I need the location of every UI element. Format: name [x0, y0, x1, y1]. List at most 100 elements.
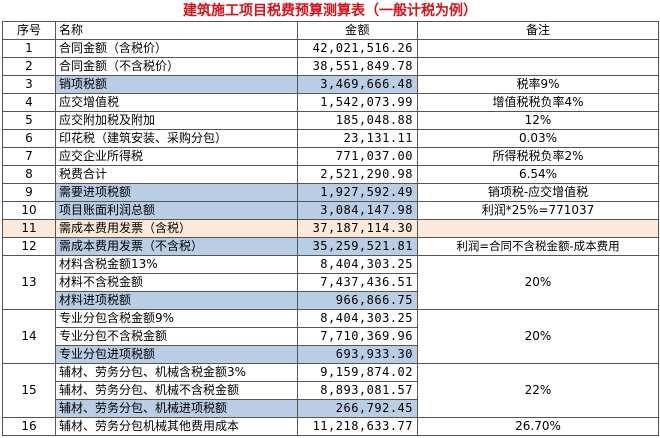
- row-no[interactable]: 2: [2, 57, 56, 76]
- table-row: 4 应交增值税 1,542,073.99 增值税税负率4%: [2, 93, 659, 112]
- row-note[interactable]: 0.03%: [417, 129, 659, 148]
- row-name[interactable]: 应交企业所得税: [55, 147, 298, 166]
- row-amount[interactable]: 23,131.11: [297, 129, 418, 148]
- row-amount[interactable]: 266,792.45: [297, 399, 418, 418]
- table-row: 7 应交企业所得税 771,037.00 所得税税负率2%: [2, 147, 659, 166]
- row-name[interactable]: 专业分包进项税额: [55, 345, 298, 364]
- row-note[interactable]: 税率9%: [417, 75, 659, 94]
- row-name[interactable]: 专业分包含税金额9%: [55, 309, 298, 328]
- group-no[interactable]: 13: [2, 255, 56, 310]
- header-row: 序号 名称 金额 备注: [2, 21, 659, 40]
- row-amount[interactable]: 185,048.88: [297, 111, 418, 130]
- row-name[interactable]: 应交附加税及附加: [55, 111, 298, 130]
- row-no[interactable]: 4: [2, 93, 56, 112]
- row-name[interactable]: 材料不含税金额: [55, 273, 298, 292]
- row-amount[interactable]: 42,021,516.26: [297, 39, 418, 58]
- row-amount[interactable]: 1,927,592.49: [297, 183, 418, 202]
- row-name[interactable]: 专业分包不含税金额: [55, 327, 298, 346]
- row-note[interactable]: 增值税税负率4%: [417, 93, 659, 112]
- row-name[interactable]: 项目账面利润总额: [55, 201, 298, 220]
- row-amount[interactable]: 8,404,303.25: [297, 309, 418, 328]
- row-name[interactable]: 销项税额: [55, 75, 298, 94]
- row-name[interactable]: 应交增值税: [55, 93, 298, 112]
- row-amount[interactable]: 11,218,633.77: [297, 417, 418, 436]
- table-row: 专业分包进项税额 693,933.30: [3, 345, 659, 364]
- row-amount[interactable]: 7,710,369.96: [297, 327, 418, 346]
- row-name[interactable]: 印花税（建筑安装、采购分包）: [55, 129, 298, 148]
- row-amount[interactable]: 7,437,436.51: [297, 273, 418, 292]
- row-no[interactable]: 3: [2, 75, 56, 94]
- row-name[interactable]: 合同金额（含税价）: [55, 39, 298, 58]
- row-name[interactable]: 合同金额（不含税价）: [55, 57, 298, 76]
- row-note[interactable]: 销项税-应交增值税: [417, 183, 659, 202]
- row-name[interactable]: 材料进项税额: [55, 291, 298, 310]
- table-row: 辅材、劳务分包、机械进项税额 266,792.45: [3, 399, 659, 418]
- row-name[interactable]: 辅材、劳务分包、机械进项税额: [55, 399, 298, 418]
- row-note[interactable]: 26.70%: [417, 417, 659, 436]
- row-name[interactable]: 税费合计: [55, 165, 298, 184]
- tax-budget-table: 序号 名称 金额 备注 1 合同金额（含税价） 42,021,516.26 2 …: [2, 21, 659, 436]
- row-no[interactable]: 11: [2, 219, 56, 238]
- row-amount[interactable]: 9,159,874.02: [297, 363, 418, 382]
- row-note[interactable]: 所得税税负率2%: [417, 147, 659, 166]
- row-name[interactable]: 材料含税金额13%: [55, 255, 298, 274]
- row-name[interactable]: 需成本费用发票（含税）: [55, 219, 298, 238]
- row-no[interactable]: 16: [2, 417, 56, 436]
- row-name[interactable]: 需要进项税额: [55, 183, 298, 202]
- row-note[interactable]: 12%: [417, 111, 659, 130]
- row-name[interactable]: 辅材、劳务分包、机械含税金额3%: [55, 363, 298, 382]
- row-amount[interactable]: 37,187,114.30: [297, 219, 418, 238]
- table-row: 6 印花税（建筑安装、采购分包） 23,131.11 0.03%: [2, 129, 659, 148]
- table-row: 9 需要进项税额 1,927,592.49 销项税-应交增值税: [2, 183, 659, 202]
- row-note[interactable]: [417, 39, 659, 58]
- row-name[interactable]: 辅材、劳务分包机械其他费用成本: [55, 417, 298, 436]
- table-row: 8 税费合计 2,521,290.98 6.54%: [2, 165, 659, 184]
- row-amount[interactable]: 8,893,081.57: [297, 381, 418, 400]
- row-amount[interactable]: 966,866.75: [297, 291, 418, 310]
- row-no[interactable]: 10: [2, 201, 56, 220]
- table-title: 建筑施工项目税费预算测算表（一般计税为例）: [183, 3, 477, 19]
- row-no[interactable]: 5: [2, 111, 56, 130]
- table-row: 14 专业分包含税金额9% 8,404,303.25 20%: [2, 309, 659, 364]
- row-amount[interactable]: 8,404,303.25: [297, 255, 418, 274]
- table-row: 12 需成本费用发票（不含税） 35,259,521.81 利润=合同不含税金额…: [2, 237, 659, 256]
- group-no[interactable]: 14: [2, 309, 56, 364]
- row-amount[interactable]: 3,084,147.98: [297, 201, 418, 220]
- row-no[interactable]: 6: [2, 129, 56, 148]
- row-note[interactable]: 6.54%: [417, 165, 659, 184]
- row-amount[interactable]: 38,551,849.78: [297, 57, 418, 76]
- group-note[interactable]: 20%: [417, 255, 659, 310]
- group-note[interactable]: 20%: [417, 309, 659, 364]
- table-row: 10 项目账面利润总额 3,084,147.98 利润*25%=771037: [2, 201, 659, 220]
- group-no[interactable]: 15: [2, 363, 56, 418]
- table-row: 5 应交附加税及附加 185,048.88 12%: [2, 111, 659, 130]
- header-name[interactable]: 名称: [55, 21, 298, 40]
- header-amount[interactable]: 金额: [297, 21, 418, 40]
- row-name[interactable]: 需成本费用发票（不含税）: [55, 237, 298, 256]
- table-row: 3 销项税额 3,469,666.48 税率9%: [2, 75, 659, 94]
- row-amount[interactable]: 3,469,666.48: [297, 75, 418, 94]
- row-amount[interactable]: 2,521,290.98: [297, 165, 418, 184]
- row-no[interactable]: 9: [2, 183, 56, 202]
- table-row: 材料进项税额 966,866.75: [3, 291, 659, 310]
- table-row: 2 合同金额（不含税价） 38,551,849.78: [2, 57, 659, 76]
- row-amount[interactable]: 771,037.00: [297, 147, 418, 166]
- row-note[interactable]: [417, 57, 659, 76]
- row-note[interactable]: [417, 219, 659, 238]
- row-amount[interactable]: 1,542,073.99: [297, 93, 418, 112]
- row-name[interactable]: 辅材、劳务分包、机械不含税金额: [55, 381, 298, 400]
- row-no[interactable]: 8: [2, 165, 56, 184]
- row-amount[interactable]: 693,933.30: [297, 345, 418, 364]
- group-note[interactable]: 22%: [417, 363, 659, 418]
- row-no[interactable]: 7: [2, 147, 56, 166]
- header-no[interactable]: 序号: [2, 21, 56, 40]
- row-note[interactable]: 利润=合同不含税金额-成本费用: [417, 237, 659, 256]
- table-row: 15 辅材、劳务分包、机械含税金额3% 9,159,874.02 22%: [2, 363, 659, 418]
- header-note[interactable]: 备注: [417, 21, 659, 40]
- row-no[interactable]: 1: [2, 39, 56, 58]
- row-note[interactable]: 利润*25%=771037: [417, 201, 659, 220]
- row-no[interactable]: 12: [2, 237, 56, 256]
- table-row: 13 材料含税金额13% 8,404,303.25 20%: [2, 255, 659, 310]
- table-row: 11 需成本费用发票（含税） 37,187,114.30: [2, 219, 659, 238]
- row-amount[interactable]: 35,259,521.81: [297, 237, 418, 256]
